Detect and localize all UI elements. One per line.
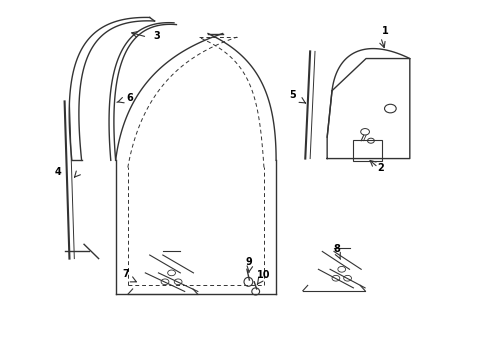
Text: 9: 9 — [245, 257, 252, 267]
Text: 4: 4 — [54, 167, 61, 177]
Text: 1: 1 — [381, 26, 388, 36]
Text: 5: 5 — [289, 90, 296, 100]
FancyBboxPatch shape — [352, 140, 381, 161]
Text: 6: 6 — [126, 93, 133, 103]
Text: 10: 10 — [257, 270, 270, 280]
Text: 2: 2 — [377, 163, 383, 173]
Text: 7: 7 — [122, 269, 128, 279]
Text: 8: 8 — [333, 244, 340, 254]
Text: 3: 3 — [153, 31, 160, 41]
